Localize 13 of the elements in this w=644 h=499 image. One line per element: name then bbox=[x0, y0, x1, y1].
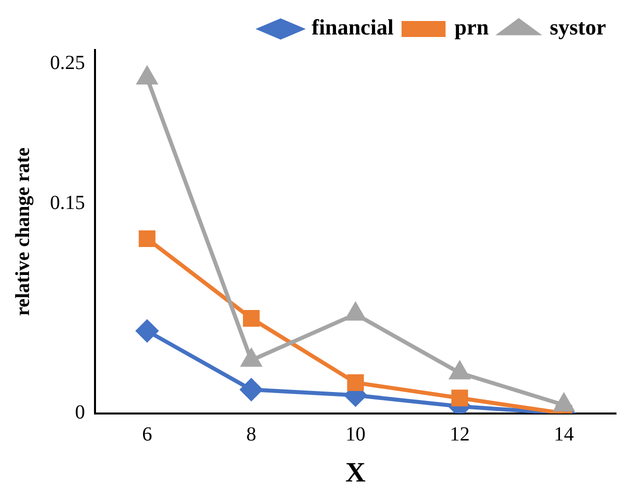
y-tick-label: 0 bbox=[75, 402, 85, 424]
x-axis-title: X bbox=[345, 457, 366, 488]
legend-label: prn bbox=[454, 14, 489, 40]
x-tick-label: 14 bbox=[554, 424, 574, 446]
y-tick-label: 0.15 bbox=[50, 192, 85, 214]
legend-label: systor bbox=[550, 14, 606, 40]
y-tick-label: 0.25 bbox=[50, 52, 85, 74]
legend-label: financial bbox=[312, 14, 394, 40]
x-tick-label: 6 bbox=[142, 424, 152, 446]
x-tick-label: 10 bbox=[346, 424, 366, 446]
x-tick-label: 12 bbox=[450, 424, 470, 446]
x-tick-label: 8 bbox=[246, 424, 256, 446]
y-axis-title: relative change rate bbox=[12, 147, 34, 316]
